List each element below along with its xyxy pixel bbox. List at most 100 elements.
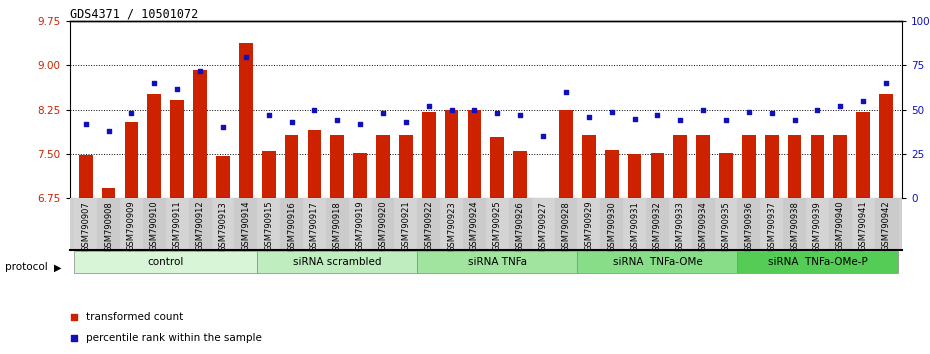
- Point: [445, 107, 459, 113]
- Bar: [669, 198, 692, 250]
- Bar: [280, 198, 303, 250]
- FancyBboxPatch shape: [737, 251, 897, 273]
- Bar: [445, 110, 458, 198]
- Point: [238, 54, 253, 59]
- Text: GSM790909: GSM790909: [127, 201, 136, 251]
- Bar: [485, 198, 509, 250]
- Bar: [303, 198, 326, 250]
- Bar: [372, 198, 394, 250]
- Text: GSM790936: GSM790936: [744, 201, 753, 252]
- Point: [101, 128, 116, 134]
- Bar: [468, 110, 482, 198]
- Bar: [239, 43, 253, 198]
- Point: [879, 80, 894, 86]
- FancyBboxPatch shape: [74, 251, 258, 273]
- Text: siRNA scrambled: siRNA scrambled: [293, 257, 381, 267]
- Bar: [490, 137, 504, 198]
- Bar: [761, 198, 783, 250]
- Bar: [463, 198, 485, 250]
- Bar: [193, 70, 207, 198]
- Bar: [170, 100, 184, 198]
- Bar: [125, 121, 139, 198]
- Bar: [737, 198, 761, 250]
- Text: GSM790913: GSM790913: [219, 201, 228, 252]
- Text: GSM790937: GSM790937: [767, 201, 777, 252]
- Point: [67, 314, 82, 320]
- Bar: [697, 135, 710, 198]
- Bar: [418, 198, 440, 250]
- Text: GSM790930: GSM790930: [607, 201, 617, 252]
- Bar: [673, 135, 687, 198]
- Bar: [559, 110, 573, 198]
- Point: [787, 118, 802, 123]
- Bar: [783, 198, 806, 250]
- Bar: [394, 198, 418, 250]
- Bar: [806, 198, 829, 250]
- Text: GSM790941: GSM790941: [858, 201, 868, 251]
- FancyBboxPatch shape: [258, 251, 418, 273]
- Text: GSM790942: GSM790942: [882, 201, 891, 251]
- Text: siRNA  TNFa-OMe: siRNA TNFa-OMe: [613, 257, 702, 267]
- Text: GSM790912: GSM790912: [195, 201, 205, 251]
- Point: [216, 125, 231, 130]
- Bar: [98, 198, 120, 250]
- Point: [124, 110, 139, 116]
- Point: [764, 110, 779, 116]
- Text: GDS4371 / 10501072: GDS4371 / 10501072: [70, 7, 198, 20]
- Bar: [600, 198, 623, 250]
- Point: [261, 112, 276, 118]
- Bar: [79, 155, 93, 198]
- Text: GSM790914: GSM790914: [241, 201, 250, 251]
- Bar: [234, 198, 258, 250]
- Point: [719, 118, 734, 123]
- Text: GSM790916: GSM790916: [287, 201, 296, 252]
- Bar: [651, 153, 664, 198]
- Point: [650, 112, 665, 118]
- Text: GSM790931: GSM790931: [630, 201, 639, 252]
- Bar: [211, 198, 234, 250]
- Bar: [258, 198, 280, 250]
- Bar: [582, 135, 596, 198]
- Bar: [554, 198, 578, 250]
- Bar: [692, 198, 714, 250]
- Point: [67, 335, 82, 341]
- Text: GSM790918: GSM790918: [333, 201, 342, 252]
- Point: [78, 121, 93, 127]
- Point: [147, 80, 162, 86]
- Point: [170, 86, 185, 91]
- Point: [604, 109, 619, 114]
- Point: [810, 107, 825, 113]
- Text: GSM790907: GSM790907: [81, 201, 90, 252]
- Text: GSM790922: GSM790922: [424, 201, 433, 251]
- Text: GSM790932: GSM790932: [653, 201, 662, 252]
- Bar: [719, 153, 733, 198]
- Bar: [330, 135, 344, 198]
- Point: [627, 116, 642, 121]
- Bar: [143, 198, 166, 250]
- Point: [467, 107, 482, 113]
- Bar: [623, 198, 646, 250]
- Point: [696, 107, 711, 113]
- Text: GSM790934: GSM790934: [698, 201, 708, 252]
- Point: [193, 68, 207, 74]
- Text: GSM790911: GSM790911: [173, 201, 181, 251]
- Bar: [857, 112, 870, 198]
- Bar: [353, 153, 367, 198]
- Point: [307, 107, 322, 113]
- Text: GSM790920: GSM790920: [379, 201, 388, 251]
- Bar: [308, 130, 321, 198]
- Bar: [148, 94, 161, 198]
- Bar: [604, 150, 618, 198]
- Bar: [513, 151, 527, 198]
- FancyBboxPatch shape: [418, 251, 578, 273]
- FancyBboxPatch shape: [578, 251, 737, 273]
- Bar: [74, 198, 98, 250]
- Bar: [874, 198, 897, 250]
- Bar: [262, 151, 275, 198]
- Text: GSM790924: GSM790924: [470, 201, 479, 251]
- Bar: [646, 198, 669, 250]
- Bar: [532, 198, 554, 250]
- Bar: [285, 135, 299, 198]
- Bar: [879, 94, 893, 198]
- Point: [856, 98, 870, 104]
